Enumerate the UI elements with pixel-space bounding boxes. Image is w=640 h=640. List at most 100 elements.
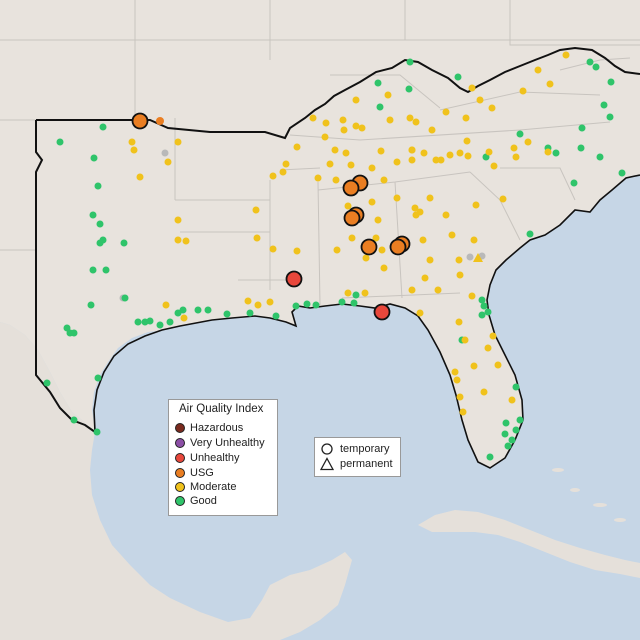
good-aqi-marker[interactable] — [223, 310, 231, 318]
good-aqi-marker[interactable] — [586, 58, 594, 66]
moderate-aqi-marker[interactable] — [480, 388, 488, 396]
good-aqi-marker[interactable] — [478, 311, 486, 319]
good-aqi-marker[interactable] — [552, 149, 560, 157]
good-aqi-marker[interactable] — [146, 317, 154, 325]
moderate-aqi-marker[interactable] — [463, 137, 471, 145]
moderate-aqi-marker[interactable] — [380, 176, 388, 184]
unhealthy-temporary-marker[interactable] — [373, 303, 391, 321]
good-aqi-marker[interactable] — [618, 169, 626, 177]
moderate-aqi-marker[interactable] — [406, 114, 414, 122]
good-aqi-marker[interactable] — [43, 379, 51, 387]
good-aqi-marker[interactable] — [94, 374, 102, 382]
moderate-aqi-marker[interactable] — [332, 176, 340, 184]
aqi-markers[interactable] — [43, 51, 626, 461]
good-aqi-marker[interactable] — [502, 419, 510, 427]
good-aqi-marker[interactable] — [484, 308, 492, 316]
good-aqi-marker[interactable] — [204, 306, 212, 314]
moderate-aqi-marker[interactable] — [344, 202, 352, 210]
good-aqi-marker[interactable] — [56, 138, 64, 146]
moderate-aqi-marker[interactable] — [254, 301, 262, 309]
moderate-aqi-marker[interactable] — [252, 206, 260, 214]
moderate-aqi-marker[interactable] — [368, 198, 376, 206]
good-aqi-marker[interactable] — [303, 300, 311, 308]
moderate-aqi-marker[interactable] — [293, 247, 301, 255]
usg-temporary-marker[interactable] — [360, 238, 378, 256]
moderate-aqi-marker[interactable] — [472, 201, 480, 209]
good-aqi-marker[interactable] — [516, 130, 524, 138]
good-aqi-marker[interactable] — [89, 211, 97, 219]
good-aqi-marker[interactable] — [246, 309, 254, 317]
good-aqi-marker[interactable] — [606, 113, 614, 121]
good-aqi-marker[interactable] — [454, 73, 462, 81]
usg-aqi-marker[interactable] — [156, 117, 164, 125]
moderate-aqi-marker[interactable] — [352, 122, 360, 130]
moderate-aqi-marker[interactable] — [393, 194, 401, 202]
moderate-aqi-marker[interactable] — [484, 344, 492, 352]
moderate-aqi-marker[interactable] — [174, 138, 182, 146]
moderate-aqi-marker[interactable] — [420, 149, 428, 157]
good-aqi-marker[interactable] — [89, 266, 97, 274]
moderate-aqi-marker[interactable] — [411, 204, 419, 212]
moderate-aqi-marker[interactable] — [488, 104, 496, 112]
good-aqi-marker[interactable] — [134, 318, 142, 326]
good-aqi-marker[interactable] — [96, 239, 104, 247]
good-aqi-marker[interactable] — [93, 428, 101, 436]
good-aqi-marker[interactable] — [166, 318, 174, 326]
moderate-aqi-marker[interactable] — [432, 156, 440, 164]
moderate-aqi-marker[interactable] — [380, 264, 388, 272]
moderate-aqi-marker[interactable] — [519, 87, 527, 95]
good-aqi-marker[interactable] — [504, 442, 512, 450]
moderate-aqi-marker[interactable] — [339, 116, 347, 124]
moderate-aqi-marker[interactable] — [128, 138, 136, 146]
good-aqi-marker[interactable] — [508, 436, 516, 444]
good-aqi-marker[interactable] — [292, 302, 300, 310]
moderate-aqi-marker[interactable] — [377, 147, 385, 155]
moderate-aqi-marker[interactable] — [455, 256, 463, 264]
good-aqi-marker[interactable] — [592, 63, 600, 71]
moderate-aqi-marker[interactable] — [421, 274, 429, 282]
moderate-aqi-marker[interactable] — [510, 144, 518, 152]
moderate-aqi-marker[interactable] — [442, 108, 450, 116]
moderate-aqi-marker[interactable] — [314, 174, 322, 182]
good-aqi-marker[interactable] — [338, 298, 346, 306]
moderate-aqi-marker[interactable] — [512, 153, 520, 161]
good-aqi-marker[interactable] — [70, 416, 78, 424]
moderate-aqi-marker[interactable] — [416, 309, 424, 317]
moderate-aqi-marker[interactable] — [180, 314, 188, 322]
good-aqi-marker[interactable] — [70, 329, 78, 337]
usg-temporary-marker[interactable] — [343, 209, 361, 227]
moderate-aqi-marker[interactable] — [352, 96, 360, 104]
good-aqi-marker[interactable] — [512, 426, 520, 434]
moderate-aqi-marker[interactable] — [174, 236, 182, 244]
moderate-aqi-marker[interactable] — [455, 318, 463, 326]
moderate-aqi-marker[interactable] — [342, 149, 350, 157]
moderate-aqi-marker[interactable] — [489, 332, 497, 340]
moderate-aqi-marker[interactable] — [428, 126, 436, 134]
usg-temporary-marker[interactable] — [389, 238, 407, 256]
moderate-aqi-marker[interactable] — [534, 66, 542, 74]
moderate-aqi-marker[interactable] — [490, 162, 498, 170]
moderate-aqi-marker[interactable] — [372, 234, 380, 242]
moderate-aqi-marker[interactable] — [468, 292, 476, 300]
moderate-aqi-marker[interactable] — [485, 148, 493, 156]
moderate-aqi-marker[interactable] — [253, 234, 261, 242]
moderate-aqi-marker[interactable] — [347, 161, 355, 169]
good-aqi-marker[interactable] — [578, 124, 586, 132]
moderate-aqi-marker[interactable] — [426, 194, 434, 202]
moderate-aqi-marker[interactable] — [546, 80, 554, 88]
moderate-aqi-marker[interactable] — [386, 116, 394, 124]
moderate-permanent-marker[interactable] — [473, 253, 483, 262]
good-aqi-marker[interactable] — [512, 383, 520, 391]
good-aqi-marker[interactable] — [600, 101, 608, 109]
moderate-aqi-marker[interactable] — [434, 286, 442, 294]
moderate-aqi-marker[interactable] — [374, 216, 382, 224]
moderate-aqi-marker[interactable] — [494, 361, 502, 369]
good-aqi-marker[interactable] — [406, 58, 414, 66]
moderate-aqi-marker[interactable] — [361, 289, 369, 297]
good-aqi-marker[interactable] — [99, 123, 107, 131]
moderate-aqi-marker[interactable] — [348, 234, 356, 242]
moderate-aqi-marker[interactable] — [426, 256, 434, 264]
good-aqi-marker[interactable] — [272, 312, 280, 320]
good-aqi-marker[interactable] — [526, 230, 534, 238]
